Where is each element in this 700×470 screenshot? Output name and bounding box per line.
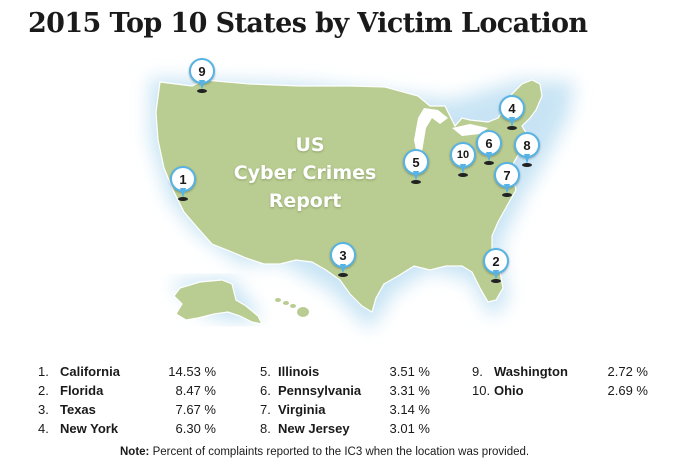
great-lakes: [414, 108, 448, 160]
rank-percent: 3.31 %: [389, 383, 430, 398]
map-pin-2[interactable]: 2: [483, 248, 509, 283]
list-item: 1. California 14.53 %: [38, 364, 228, 382]
footnote-label: Note:: [120, 446, 150, 458]
rank-number: 6.: [260, 383, 271, 398]
map-pin-3-label: 3: [330, 242, 356, 268]
map-pin-1[interactable]: 1: [170, 166, 196, 201]
list-item: 2. Florida 8.47 %: [38, 383, 228, 401]
map-pin-8[interactable]: 8: [514, 132, 540, 167]
rank-state: New York: [60, 421, 119, 436]
list-item: 6. Pennsylvania 3.31 %: [260, 383, 435, 401]
rank-number: 1.: [38, 364, 49, 379]
alaska-shape: [173, 279, 264, 325]
hawaii-shape: [275, 298, 309, 317]
rank-percent: 8.47 %: [175, 383, 216, 398]
contiguous-us-shape: [155, 79, 543, 313]
rank-state: Washington: [494, 364, 568, 379]
rank-state: Ohio: [494, 383, 524, 398]
rank-state: Illinois: [278, 364, 320, 379]
map-pin-4[interactable]: 4: [499, 95, 525, 130]
map-pin-6-label: 6: [476, 130, 502, 156]
rank-number: 3.: [38, 402, 49, 417]
list-item: 10. Ohio 2.69 %: [472, 383, 652, 401]
rank-state: Texas: [60, 402, 96, 417]
footnote-text: Percent of complaints reported to the IC…: [152, 446, 530, 458]
list-item: 9. Washington 2.72 %: [472, 364, 652, 382]
rank-number: 5.: [260, 364, 271, 379]
map-overlay-line2: Cyber Crimes: [233, 162, 377, 184]
map-pin-10[interactable]: 10: [450, 142, 476, 177]
rank-state: New Jersey: [278, 421, 350, 436]
list-item: 5. Illinois 3.51 %: [260, 364, 435, 382]
map-pin-5[interactable]: 5: [403, 149, 429, 184]
list-item: 7. Virginia 3.14 %: [260, 402, 435, 420]
list-item: 4. New York 6.30 %: [38, 421, 228, 439]
rank-number: 8.: [260, 421, 271, 436]
rank-percent: 6.30 %: [175, 421, 216, 436]
rank-percent: 3.51 %: [389, 364, 430, 379]
map-pin-7[interactable]: 7: [494, 162, 520, 197]
map-overlay-line1: US: [295, 134, 325, 156]
rank-percent: 7.67 %: [175, 402, 216, 417]
map-overlay-line3: Report: [268, 190, 342, 212]
map-pin-10-label: 10: [450, 142, 476, 168]
rank-number: 10.: [472, 383, 491, 398]
page-title: 2015 Top 10 States by Victim Location: [28, 8, 588, 39]
map-pin-6[interactable]: 6: [476, 130, 502, 165]
rank-percent: 3.01 %: [389, 421, 430, 436]
map-pin-9[interactable]: 9: [189, 58, 215, 93]
map-pin-3[interactable]: 3: [330, 242, 356, 277]
map-pin-1-label: 1: [170, 166, 196, 192]
rank-percent: 2.72 %: [607, 364, 648, 379]
rank-number: 2.: [38, 383, 49, 398]
rank-percent: 2.69 %: [607, 383, 648, 398]
rank-state: Virginia: [278, 402, 326, 417]
rank-state: Florida: [60, 383, 104, 398]
rank-percent: 3.14 %: [389, 402, 430, 417]
rank-percent: 14.53 %: [168, 364, 216, 379]
rank-state: California: [60, 364, 120, 379]
list-item: 8. New Jersey 3.01 %: [260, 421, 435, 439]
us-map: [150, 78, 575, 330]
rank-number: 7.: [260, 402, 271, 417]
footnote: Note: Percent of complaints reported to …: [120, 446, 529, 458]
rank-number: 9.: [472, 364, 483, 379]
map-pin-2-label: 2: [483, 248, 509, 274]
rank-number: 4.: [38, 421, 49, 436]
rank-state: Pennsylvania: [278, 383, 362, 398]
map-pin-5-label: 5: [403, 149, 429, 175]
list-item: 3. Texas 7.67 %: [38, 402, 228, 420]
